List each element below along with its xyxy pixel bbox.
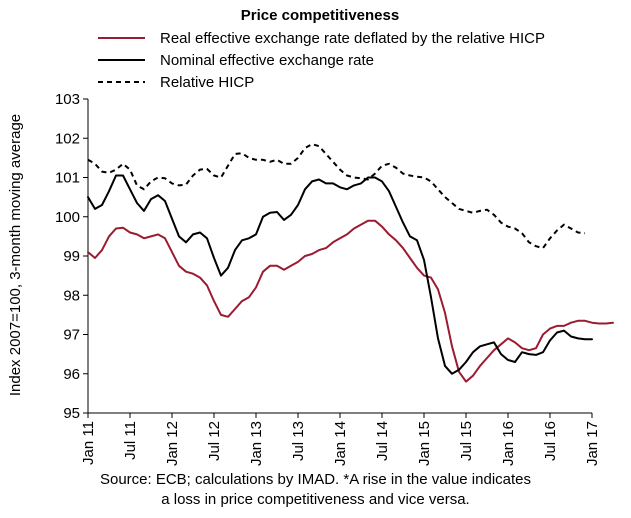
y-tick-label: 95: [63, 405, 80, 422]
y-tick-label: 97: [63, 327, 80, 344]
legend-label-1: Real effective exchange rate deflated by…: [160, 30, 545, 47]
x-tick-label: Jul 11: [122, 421, 139, 460]
y-tick-label: 96: [63, 366, 80, 383]
y-tick-label: 100: [55, 209, 80, 226]
x-tick-label: Jan 15: [416, 421, 433, 466]
x-tick-label: Jan 14: [332, 421, 349, 466]
legend-label-2: Nominal effective exchange rate: [160, 52, 374, 69]
x-tick-label: Jul 12: [206, 421, 223, 461]
x-tick-label: Jul 14: [374, 421, 391, 461]
y-axis-label: Index 2007=100, 3-month moving average: [7, 114, 24, 396]
x-tick-label: Jul 15: [458, 421, 475, 461]
legend: Real effective exchange rate deflated by…: [98, 30, 545, 91]
series-line-2: [87, 174, 593, 375]
series-line-3: [87, 143, 586, 250]
y-tick-label: 99: [63, 248, 80, 265]
x-tick-label: Jan 13: [248, 421, 265, 466]
y-axis: 95 96 97 98 99 100 101 102 103: [55, 91, 89, 422]
x-tick-label: Jul 16: [542, 421, 559, 461]
y-tick-label: 98: [63, 287, 80, 304]
legend-label-3: Relative HICP: [160, 74, 254, 91]
y-tick-label: 101: [55, 170, 80, 187]
y-tick-label: 102: [55, 130, 80, 147]
chart-title: Price competitiveness: [241, 7, 399, 24]
y-tick-label: 103: [55, 91, 80, 108]
source-note-line-2: a loss in price competitiveness and vice…: [161, 491, 470, 508]
x-tick-label: Jan 12: [164, 421, 181, 466]
series-line-1: [87, 219, 614, 383]
x-tick-label: Jan 17: [584, 421, 601, 466]
series-layer: [87, 143, 614, 383]
x-tick-label: Jan 11: [80, 421, 97, 465]
source-note-line-1: Source: ECB; calculations by IMAD. *A ri…: [99, 471, 532, 488]
x-axis: Jan 11 Jul 11 Jan 12 Jul 12 Jan 13 Jul 13 Jan …: [80, 412, 601, 466]
x-tick-label: Jul 13: [290, 421, 307, 461]
x-tick-label: Jan 16: [500, 421, 517, 466]
